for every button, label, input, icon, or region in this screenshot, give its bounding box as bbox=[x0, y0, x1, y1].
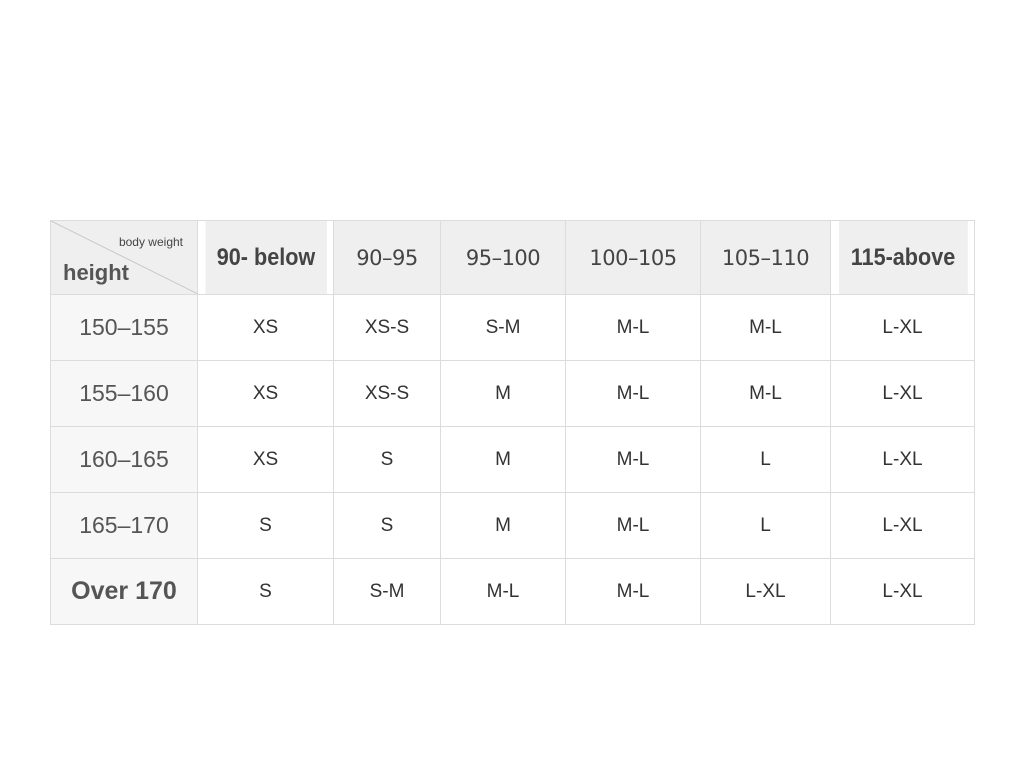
size-cell: L-XL bbox=[830, 426, 975, 493]
size-cell: L-XL bbox=[700, 558, 831, 625]
diagonal-divider bbox=[51, 221, 198, 294]
table-row: 155–160 XS XS-S M M-L M-L L-XL bbox=[50, 360, 975, 427]
row-header: 165–170 bbox=[50, 492, 198, 559]
size-cell: M bbox=[440, 492, 566, 559]
row-header: 155–160 bbox=[50, 360, 198, 427]
row-axis-label: height bbox=[63, 260, 129, 285]
header-row: body weight height 90- below 90–95 95–10… bbox=[50, 220, 975, 295]
size-cell: L-XL bbox=[830, 558, 975, 625]
column-header: 100–105 bbox=[565, 220, 701, 295]
size-cell: M bbox=[440, 426, 566, 493]
table-row: 150–155 XS XS-S S-M M-L M-L L-XL bbox=[50, 294, 975, 361]
size-cell: S bbox=[333, 426, 441, 493]
size-cell: M bbox=[440, 360, 566, 427]
size-cell: S bbox=[197, 492, 334, 559]
size-cell: M-L bbox=[565, 558, 701, 625]
row-header: 150–155 bbox=[50, 294, 198, 361]
size-cell: S bbox=[197, 558, 334, 625]
size-cell: S-M bbox=[333, 558, 441, 625]
column-header: 95–100 bbox=[440, 220, 566, 295]
size-cell: XS bbox=[197, 360, 334, 427]
table-row: Over 170 S S-M M-L M-L L-XL L-XL bbox=[50, 558, 975, 625]
corner-cell: body weight height bbox=[50, 220, 198, 295]
size-cell: L-XL bbox=[830, 360, 975, 427]
size-cell: XS-S bbox=[333, 294, 441, 361]
size-cell: S bbox=[333, 492, 441, 559]
size-cell: XS-S bbox=[333, 360, 441, 427]
column-header: 115-above bbox=[837, 220, 968, 295]
size-cell: L-XL bbox=[830, 294, 975, 361]
size-cell: S-M bbox=[440, 294, 566, 361]
size-cell: XS bbox=[197, 426, 334, 493]
size-cell: M-L bbox=[565, 492, 701, 559]
row-header: 160–165 bbox=[50, 426, 198, 493]
size-cell: M-L bbox=[700, 360, 831, 427]
size-cell: M-L bbox=[565, 426, 701, 493]
size-cell: L bbox=[700, 492, 831, 559]
size-cell: M-L bbox=[440, 558, 566, 625]
size-cell: M-L bbox=[565, 360, 701, 427]
column-header: 90- below bbox=[203, 220, 328, 295]
size-chart-table: body weight height 90- below 90–95 95–10… bbox=[50, 220, 975, 625]
size-cell: L-XL bbox=[830, 492, 975, 559]
column-header: 90–95 bbox=[333, 220, 441, 295]
row-header: Over 170 bbox=[50, 558, 198, 625]
column-axis-label: body weight bbox=[118, 235, 183, 249]
table-row: 160–165 XS S M M-L L L-XL bbox=[50, 426, 975, 493]
size-cell: XS bbox=[197, 294, 334, 361]
table-row: 165–170 S S M M-L L L-XL bbox=[50, 492, 975, 559]
column-header: 105–110 bbox=[700, 220, 831, 295]
size-cell: M-L bbox=[700, 294, 831, 361]
size-cell: L bbox=[700, 426, 831, 493]
size-cell: M-L bbox=[565, 294, 701, 361]
